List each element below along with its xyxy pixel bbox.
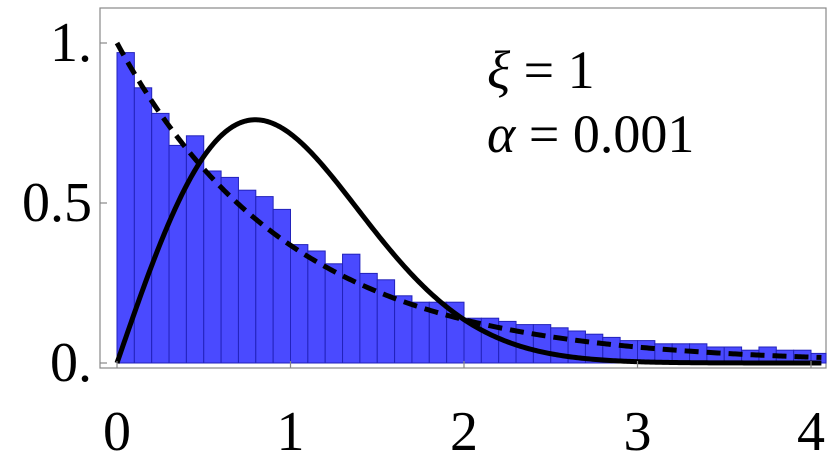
wigner-curve [114,117,823,366]
histogram-bar [220,176,239,364]
x-tick-label: 2 [450,401,478,462]
histogram-bar [532,324,552,364]
parameter-annotation: α = 0.001 [487,104,694,164]
axes: 0 1 2 3 4 0. 0.5 1. [22,12,825,462]
curves [114,41,823,366]
y-tick-label: 1. [50,12,92,74]
histogram-bar [342,253,361,364]
y-tick-label: 0.5 [22,172,92,234]
histogram-bar [133,87,153,364]
histogram-bar [290,244,309,364]
histogram-bar [324,263,344,364]
x-tick-label: 1 [277,401,305,462]
x-tick-label: 0 [103,401,131,462]
x-tick-label: 4 [797,401,825,462]
annotations: ξ = 1α = 0.001 [487,40,694,164]
histogram-bar [203,170,222,364]
histogram-bar [376,279,396,364]
parameter-annotation: ξ = 1 [487,40,595,100]
x-tick-label: 3 [624,401,652,462]
plot-frame [99,7,827,369]
histogram-bars [116,52,827,364]
y-tick-label: 0. [50,332,92,394]
histogram-bar [168,144,187,364]
